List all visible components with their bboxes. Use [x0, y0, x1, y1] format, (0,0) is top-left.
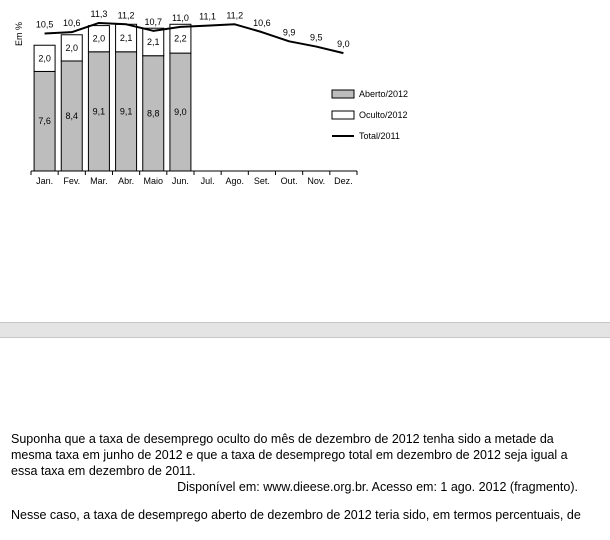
line-label-7: 11,2	[226, 10, 243, 20]
bar-label-oculto-2: 2,0	[93, 34, 106, 44]
legend-swatch-aberto	[331, 89, 355, 99]
line-label-10: 9,5	[310, 33, 323, 43]
bar-label-aberto-4: 8,8	[147, 108, 160, 118]
bar-oculto-1	[60, 34, 83, 62]
x-tick-label-11: Dez.	[334, 176, 353, 186]
legend-label-aberto: Aberto/2012	[359, 89, 408, 99]
x-tick-label-8: Set.	[254, 176, 270, 186]
bar-label-aberto-1: 8,4	[65, 111, 78, 121]
bar-label-oculto-3: 2,1	[120, 33, 133, 43]
bar-label-aberto-3: 9,1	[120, 106, 133, 116]
question-block: Suponha que a taxa de desemprego oculto …	[11, 431, 596, 523]
section-divider	[0, 322, 610, 338]
x-tick-label-9: Out.	[281, 176, 298, 186]
unemployment-chart: Em % 7,6 2,0 8,4 2,0 9,1 2,0 9,1 2,1 8,8 2,1 9,0 2,…	[14, 9, 408, 186]
x-tick-label-5: Jun.	[172, 176, 189, 186]
question-prompt: Nesse caso, a taxa de desemprego aberto …	[11, 508, 581, 522]
x-tick-label-10: Nov.	[307, 176, 325, 186]
legend-label-total: Total/2011	[359, 131, 400, 141]
line-label-9: 9,9	[283, 27, 296, 37]
source-citation: Disponível em: www.dieese.org.br. Acesso…	[177, 480, 578, 494]
legend-swatch-oculto	[331, 110, 355, 120]
line-label-4: 10,7	[144, 17, 162, 27]
bar-label-oculto-0: 2,0	[38, 53, 51, 63]
line-label-2: 11,3	[90, 9, 107, 19]
bar-label-oculto-4: 2,1	[147, 37, 160, 47]
line-label-5: 11,0	[172, 13, 189, 23]
y-axis-label: Em %	[14, 22, 24, 46]
x-tick-label-7: Ago.	[225, 176, 244, 186]
bar-label-aberto-5: 9,0	[174, 107, 187, 117]
line-label-3: 11,2	[118, 10, 135, 20]
line-label-8: 10,6	[253, 18, 271, 28]
line-total-2011	[44, 21, 344, 55]
bar-oculto-5	[169, 23, 192, 54]
line-label-1: 10,6	[63, 18, 81, 28]
bar-label-oculto-1: 2,0	[65, 43, 78, 53]
x-tick-label-4: Maio	[143, 176, 163, 186]
bar-label-aberto-2: 9,1	[93, 106, 106, 116]
bar-label-aberto-0: 7,6	[38, 116, 51, 126]
x-tick-label-0: Jan.	[36, 176, 53, 186]
bar-label-oculto-5: 2,2	[174, 34, 187, 44]
bar-oculto-2	[87, 25, 110, 53]
x-tick-label-3: Abr.	[118, 176, 134, 186]
x-tick-label-2: Mar.	[90, 176, 108, 186]
bar-oculto-4	[142, 27, 165, 57]
x-tick-label-1: Fev.	[63, 176, 80, 186]
question-paragraph: Suponha que a taxa de desemprego oculto …	[11, 432, 568, 478]
line-label-0: 10,5	[36, 19, 54, 29]
x-tick-label-6: Jul.	[201, 176, 215, 186]
line-label-6: 11,1	[199, 12, 216, 22]
line-label-11: 9,0	[337, 39, 350, 49]
legend-label-oculto: Oculto/2012	[359, 110, 408, 120]
bar-oculto-0	[33, 44, 56, 72]
